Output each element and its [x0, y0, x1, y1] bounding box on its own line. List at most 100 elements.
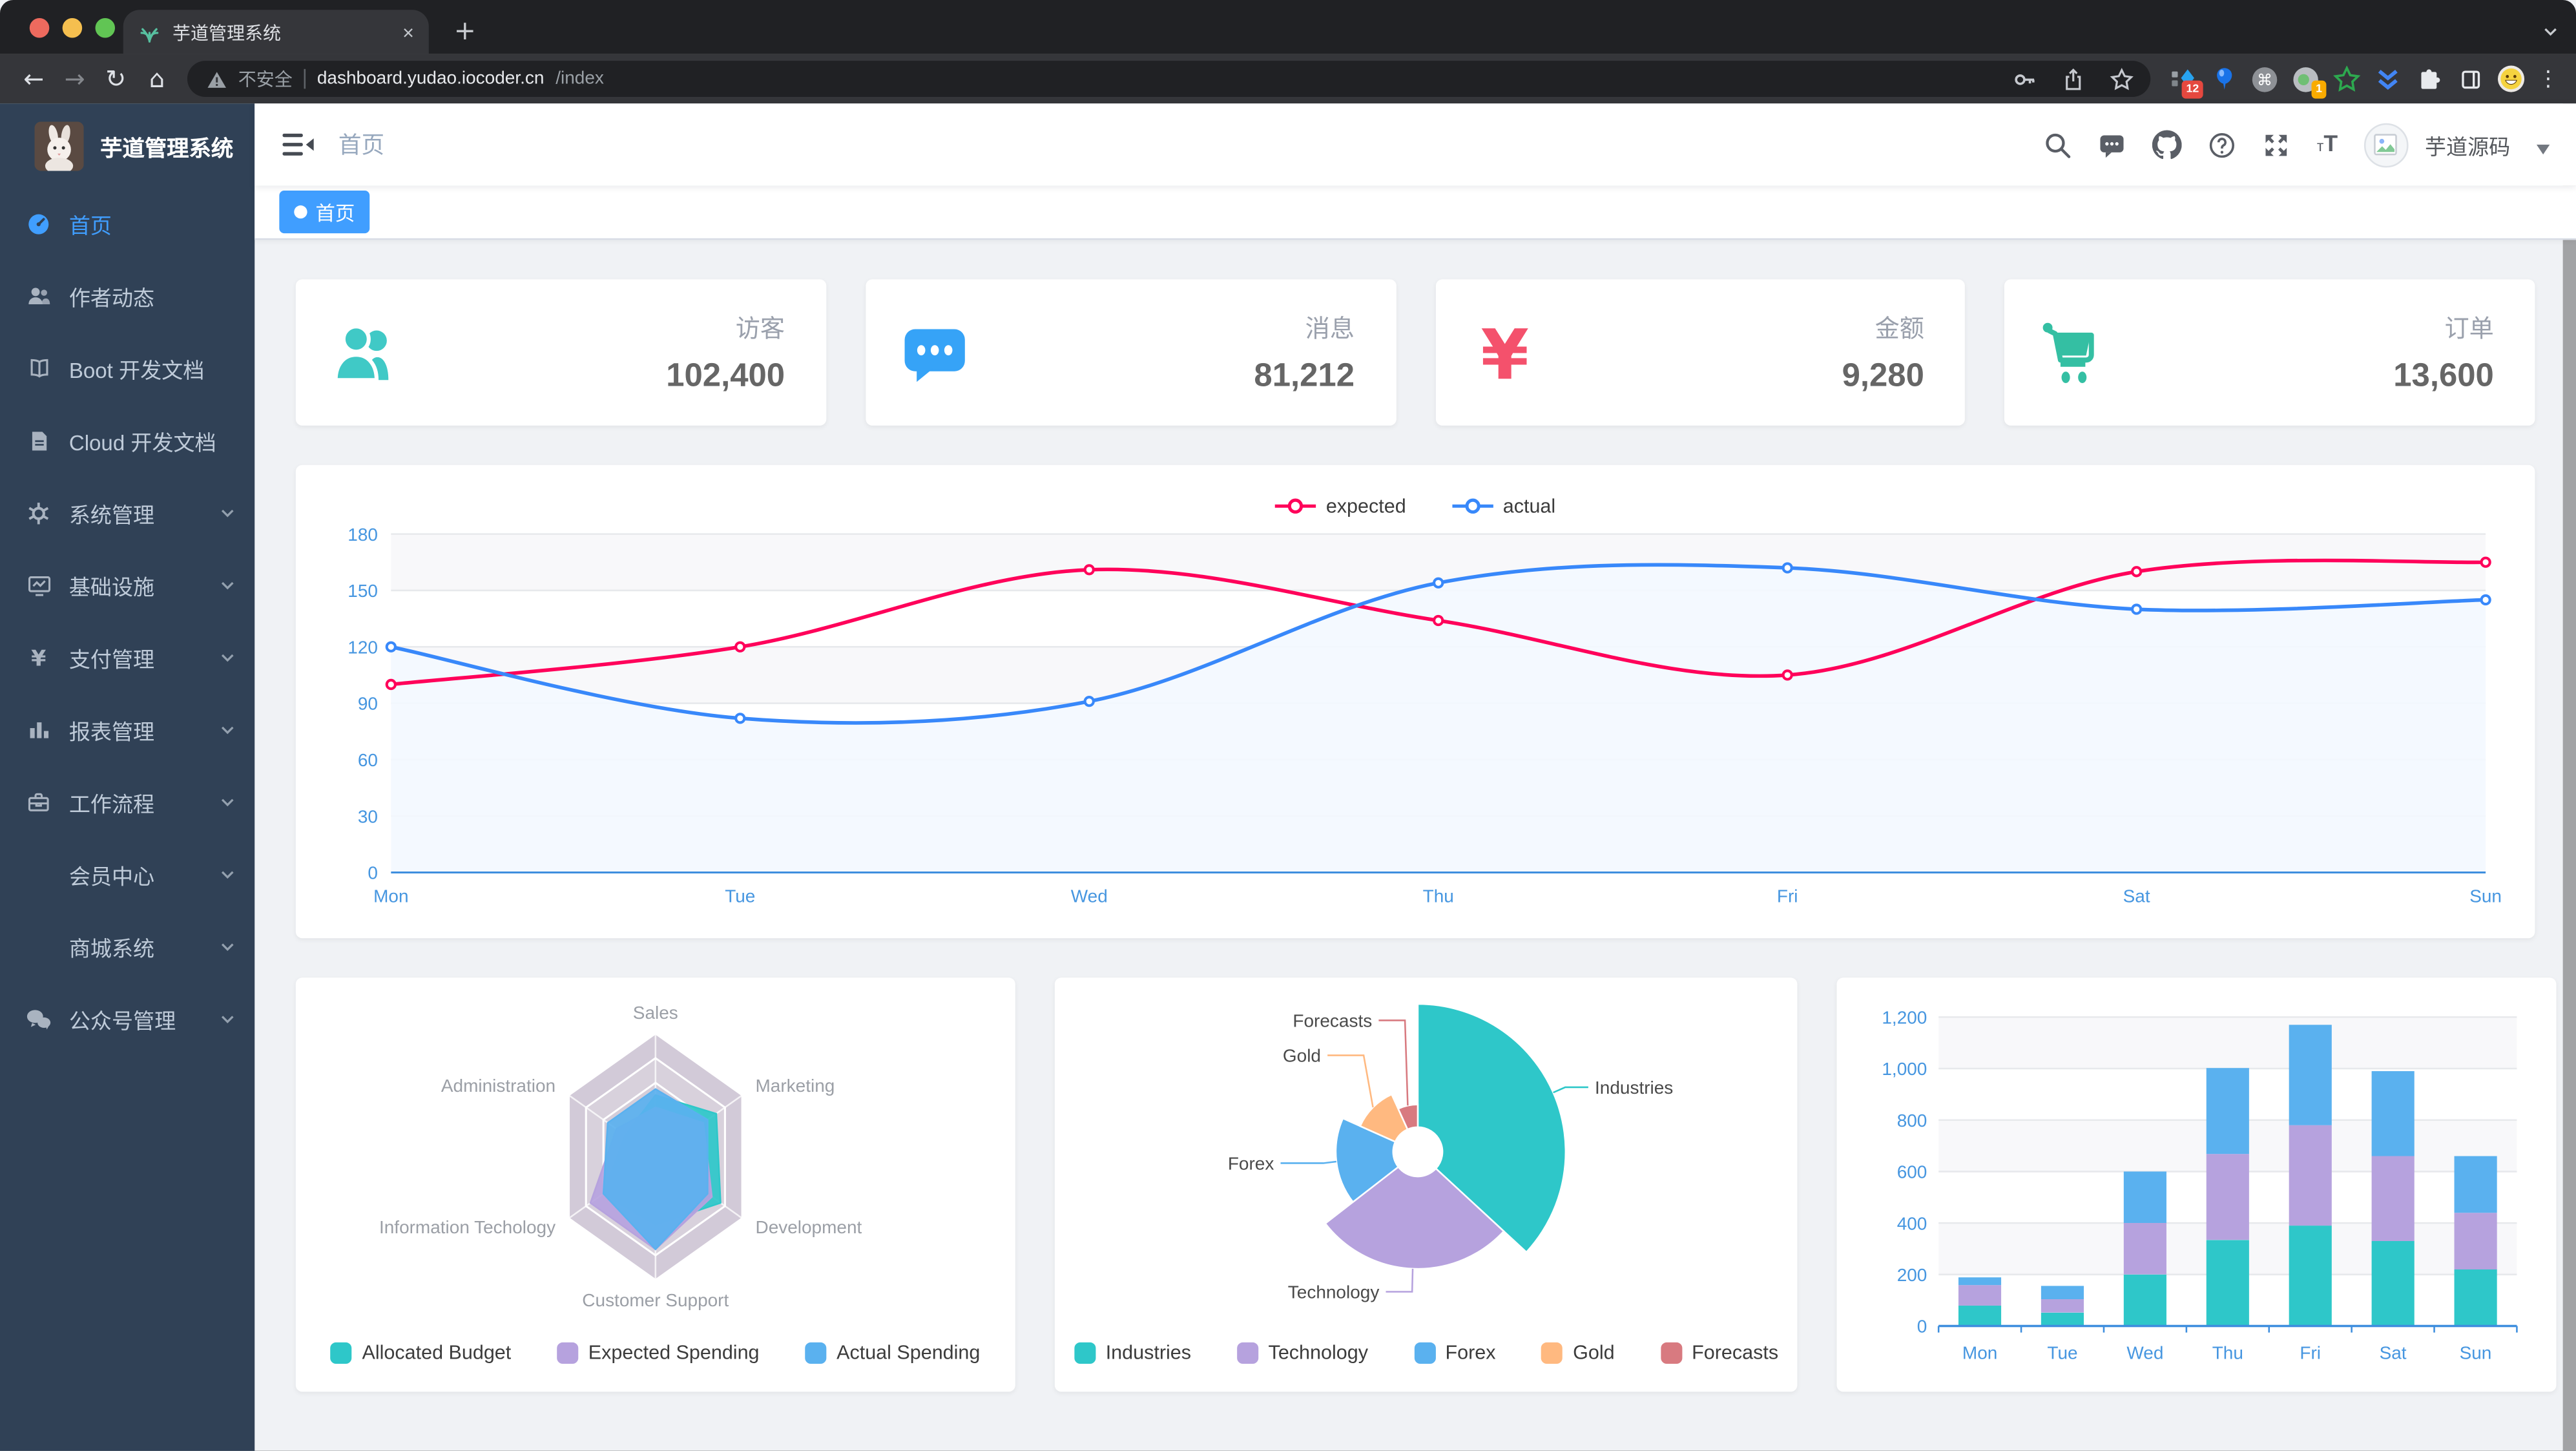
pie-chart: Industries Technology Forex Gold Forecasts: [1074, 997, 1778, 1333]
help-icon[interactable]: [2208, 130, 2236, 158]
stat-card-visitors[interactable]: 访客 102,400: [295, 279, 826, 426]
svg-text:Technology: Technology: [1288, 1282, 1380, 1302]
legend-item-industries[interactable]: Industries: [1074, 1341, 1191, 1364]
bookmark-star-icon[interactable]: [2110, 67, 2134, 91]
svg-text:Wed: Wed: [1071, 886, 1108, 906]
sidebar-item-system-management[interactable]: 系统管理: [0, 477, 254, 549]
stat-card-messages[interactable]: 消息 81,212: [865, 279, 1396, 426]
sidebar-item-author-feed[interactable]: 作者动态: [0, 260, 254, 332]
chevron-down-icon: [218, 793, 236, 811]
extension-diamond-icon[interactable]: 12: [2168, 65, 2203, 98]
extension-balloon-icon[interactable]: [2210, 65, 2238, 92]
extension-badge: 1: [2311, 79, 2327, 98]
wechat-icon: [25, 1007, 52, 1031]
sidebar-item-workflow[interactable]: 工作流程: [0, 766, 254, 838]
chevron-down-icon: [218, 577, 236, 595]
forward-button[interactable]: →: [64, 64, 85, 94]
share-icon[interactable]: [2062, 67, 2085, 91]
fullscreen-icon[interactable]: [2263, 130, 2290, 158]
hamburger-icon[interactable]: [282, 131, 314, 158]
side-panel-icon[interactable]: [2456, 65, 2484, 92]
svg-text:⌘: ⌘: [2257, 70, 2272, 89]
svg-text:200: 200: [1898, 1265, 1928, 1285]
legend-item-forex[interactable]: Forex: [1414, 1341, 1496, 1364]
user-dropdown-caret-icon[interactable]: [2536, 144, 2550, 155]
minimize-window-button[interactable]: [62, 17, 83, 38]
radar-chart: Sales Administration Information Techology…: [315, 997, 995, 1333]
extension-chevrons-icon[interactable]: [2374, 65, 2402, 92]
tab-close-icon[interactable]: ×: [402, 20, 414, 44]
extension-command-icon[interactable]: ⌘: [2250, 65, 2278, 92]
sidebar-item-boot-docs[interactable]: Boot 开发文档: [0, 332, 254, 404]
username[interactable]: 芋道源码: [2424, 134, 2511, 159]
legend-item-expected-spending[interactable]: Expected Spending: [557, 1341, 760, 1364]
svg-text:Sat: Sat: [2380, 1342, 2407, 1362]
legend-item-technology[interactable]: Technology: [1237, 1341, 1368, 1364]
sidebar-item-infrastructure[interactable]: 基础设施: [0, 548, 254, 621]
github-icon[interactable]: [2152, 130, 2183, 160]
sidebar-item-member-center[interactable]: 会员中心: [0, 838, 254, 910]
orders-icon: [2037, 317, 2110, 389]
security-label: 不安全: [238, 70, 293, 90]
svg-text:Tue: Tue: [2048, 1342, 2079, 1362]
svg-text:Information Techology: Information Techology: [379, 1217, 556, 1237]
legend-item-actual-spending[interactable]: Actual Spending: [805, 1341, 980, 1364]
gear-icon: [25, 500, 52, 525]
legend-item-actual[interactable]: actual: [1451, 495, 1555, 517]
sidebar-item-official-account[interactable]: 公众号管理: [0, 983, 254, 1055]
not-secure-warning-icon: [207, 70, 227, 88]
chevron-down-icon: [218, 505, 236, 523]
reload-button[interactable]: ↻: [105, 64, 127, 94]
svg-text:Tue: Tue: [725, 886, 755, 906]
sidebar-item-report-management[interactable]: 报表管理: [0, 693, 254, 766]
sidebar-item-payment-management[interactable]: ¥ 支付管理: [0, 621, 254, 693]
user-avatar[interactable]: [2363, 122, 2409, 167]
legend-item-expected[interactable]: expected: [1274, 495, 1406, 517]
extension-star-icon[interactable]: [2333, 65, 2361, 92]
tag-active-dot: [294, 205, 307, 219]
sidebar-item-label: 商城系统: [68, 935, 155, 961]
browser-tab[interactable]: 芋道管理系统 ×: [123, 10, 429, 54]
legend-item-forecasts[interactable]: Forecasts: [1660, 1341, 1778, 1364]
browser-profile-avatar[interactable]: [2497, 65, 2525, 92]
password-key-icon[interactable]: [2013, 67, 2037, 91]
svg-text:Development: Development: [756, 1217, 862, 1237]
sidebar-item-home[interactable]: 首页: [0, 187, 254, 260]
dashboard-icon: [25, 211, 52, 236]
sidebar-item-cloud-docs[interactable]: Cloud 开发文档: [0, 404, 254, 477]
amount-icon: ¥: [1468, 317, 1541, 389]
browser-tabstrip: 芋道管理系统 × +: [0, 0, 2576, 54]
message-icon[interactable]: [2099, 130, 2126, 158]
tag-首页[interactable]: 首页: [279, 191, 370, 234]
extension-camera-icon[interactable]: 1: [2292, 65, 2327, 98]
tab-search-chevron-icon[interactable]: [2542, 23, 2560, 41]
browser-menu-icon[interactable]: ⋮: [2537, 67, 2559, 92]
address-bar[interactable]: 不安全 dashboard.yudao.iocoder.cn /index: [187, 61, 2151, 98]
svg-text:Marketing: Marketing: [756, 1076, 835, 1096]
font-size-icon[interactable]: тT: [2316, 129, 2338, 156]
radar-chart-card: Sales Administration Information Techology…: [295, 977, 1015, 1392]
close-window-button[interactable]: [29, 17, 50, 38]
pie-chart-card: Industries Technology Forex Gold Forecasts I…: [1054, 977, 1798, 1392]
sidebar-logo[interactable]: 芋道管理系统: [0, 103, 254, 187]
extensions-area: 12 ⌘ 1: [2168, 65, 2525, 98]
new-tab-button[interactable]: +: [453, 14, 476, 47]
legend-item-allocated-budget[interactable]: Allocated Budget: [331, 1341, 511, 1364]
sidebar-item-mall-system[interactable]: 商城系统: [0, 910, 254, 983]
logo-title: 芋道管理系统: [100, 136, 234, 162]
home-button[interactable]: ⌂: [149, 64, 165, 94]
back-button[interactable]: ←: [23, 64, 45, 94]
sidebar-item-label: Boot 开发文档: [68, 357, 205, 382]
stat-card-amount[interactable]: ¥ 金额 9,280: [1435, 279, 1966, 426]
stat-card-orders[interactable]: 订单 13,600: [2004, 279, 2535, 426]
legend-item-gold[interactable]: Gold: [1541, 1341, 1615, 1364]
pie-chart-legend: Industries Technology Forex Gold Forecasts: [1074, 1333, 1778, 1372]
maximize-window-button[interactable]: [95, 17, 116, 38]
stat-value: 81,212: [1254, 357, 1355, 394]
extensions-puzzle-icon[interactable]: [2415, 65, 2443, 92]
search-icon[interactable]: [2044, 130, 2072, 158]
breadcrumb: 首页: [338, 131, 385, 158]
svg-text:Industries: Industries: [1595, 1078, 1673, 1098]
extension-badge: 12: [2182, 79, 2203, 98]
svg-text:Administration: Administration: [441, 1076, 556, 1096]
